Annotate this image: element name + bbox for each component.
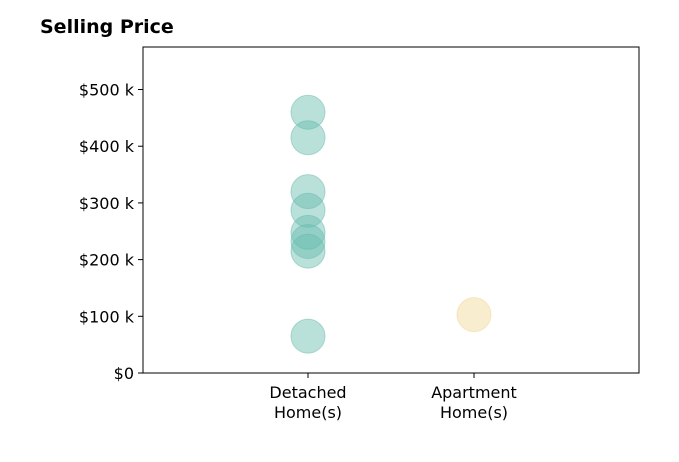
y-tick-label: $300 k [79,194,135,213]
x-axis: Detached Home(s) Apartment Home(s) [269,373,517,422]
data-point [290,214,326,250]
data-point [290,192,326,228]
x-tick-label: Detached Home(s) [269,383,346,422]
y-tick-label: $0 [114,364,134,383]
data-point [290,318,326,354]
data-point [290,233,326,269]
y-tick-label: $400 k [79,137,135,156]
data-point [290,120,326,156]
y-axis: $0 $100 k $200 k $300 k $400 k $500 k [79,81,143,383]
plot-area-frame [142,46,640,374]
data-point [456,297,492,333]
y-tick-label: $500 k [79,81,135,100]
data-points [290,94,492,354]
y-tick-label: $100 k [79,307,135,326]
data-point [290,174,326,210]
data-point [290,223,326,259]
y-tick-label: $200 k [79,251,135,270]
chart-title: Selling Price [40,16,174,38]
data-point [290,94,326,130]
x-tick-label: Apartment Home(s) [431,383,517,422]
